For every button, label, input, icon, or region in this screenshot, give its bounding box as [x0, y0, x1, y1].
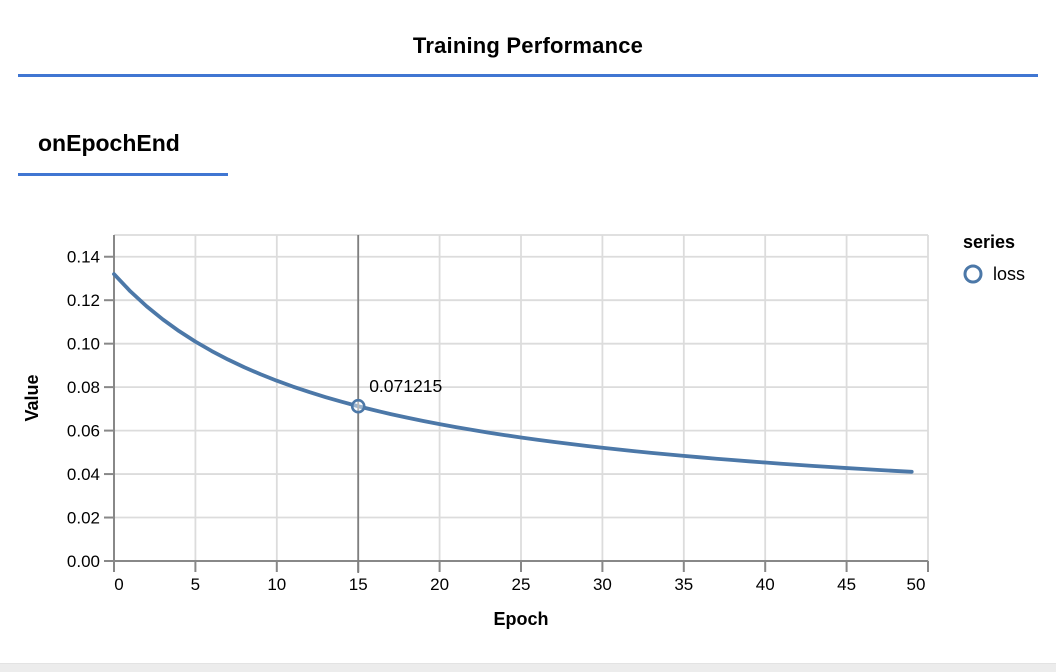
- y-axis-ticks: [104, 255, 114, 562]
- svg-text:0.14: 0.14: [67, 248, 100, 267]
- svg-text:25: 25: [512, 575, 531, 594]
- x-axis: 0 5 10 15 20 25 30 35 40 45 50 Epoch: [113, 560, 929, 629]
- section-divider: [18, 173, 228, 176]
- svg-text:10: 10: [267, 575, 286, 594]
- hover-point-marker[interactable]: [350, 398, 366, 414]
- svg-text:0.12: 0.12: [67, 291, 100, 310]
- hover-value-label: 0.071215: [369, 376, 442, 396]
- svg-text:0: 0: [114, 575, 123, 594]
- svg-text:0.02: 0.02: [67, 509, 100, 528]
- svg-text:50: 50: [907, 575, 926, 594]
- svg-text:35: 35: [674, 575, 693, 594]
- legend-title: series: [963, 232, 1016, 252]
- svg-text:0.04: 0.04: [67, 465, 100, 484]
- loss-line-path: [112, 272, 914, 474]
- svg-text:40: 40: [756, 575, 775, 594]
- chart-legend: series loss: [962, 232, 1025, 286]
- y-axis-title: Value: [22, 374, 42, 421]
- page-title: Training Performance: [412, 33, 644, 58]
- y-axis-tick-labels: 0.00 0.02 0.04 0.06 0.08 0.10 0.12 0.14: [67, 248, 100, 571]
- svg-text:30: 30: [593, 575, 612, 594]
- x-axis-ticks: [113, 561, 929, 572]
- x-axis-title: Epoch: [493, 609, 548, 629]
- x-gridlines: [113, 235, 929, 561]
- title-divider: [18, 74, 1038, 77]
- bottom-scroll-track: [0, 663, 1056, 672]
- x-axis-tick-labels: 0 5 10 15 20 25 30 35 40 45 50: [114, 575, 925, 594]
- loss-series-symbol-icon: [963, 264, 983, 284]
- svg-text:0.00: 0.00: [67, 552, 100, 571]
- svg-text:0.10: 0.10: [67, 335, 100, 354]
- legend-item-loss[interactable]: loss: [962, 262, 1025, 286]
- section-title: onEpochEnd: [38, 130, 180, 156]
- svg-text:5: 5: [191, 575, 200, 594]
- svg-text:0.06: 0.06: [67, 422, 100, 441]
- svg-text:45: 45: [837, 575, 856, 594]
- svg-text:15: 15: [349, 575, 368, 594]
- y-axis: 0.00 0.02 0.04 0.06 0.08 0.10 0.12 0.14 Value: [22, 235, 115, 571]
- legend-item-label: loss: [993, 263, 1026, 284]
- svg-text:20: 20: [430, 575, 449, 594]
- svg-text:0.08: 0.08: [67, 378, 100, 397]
